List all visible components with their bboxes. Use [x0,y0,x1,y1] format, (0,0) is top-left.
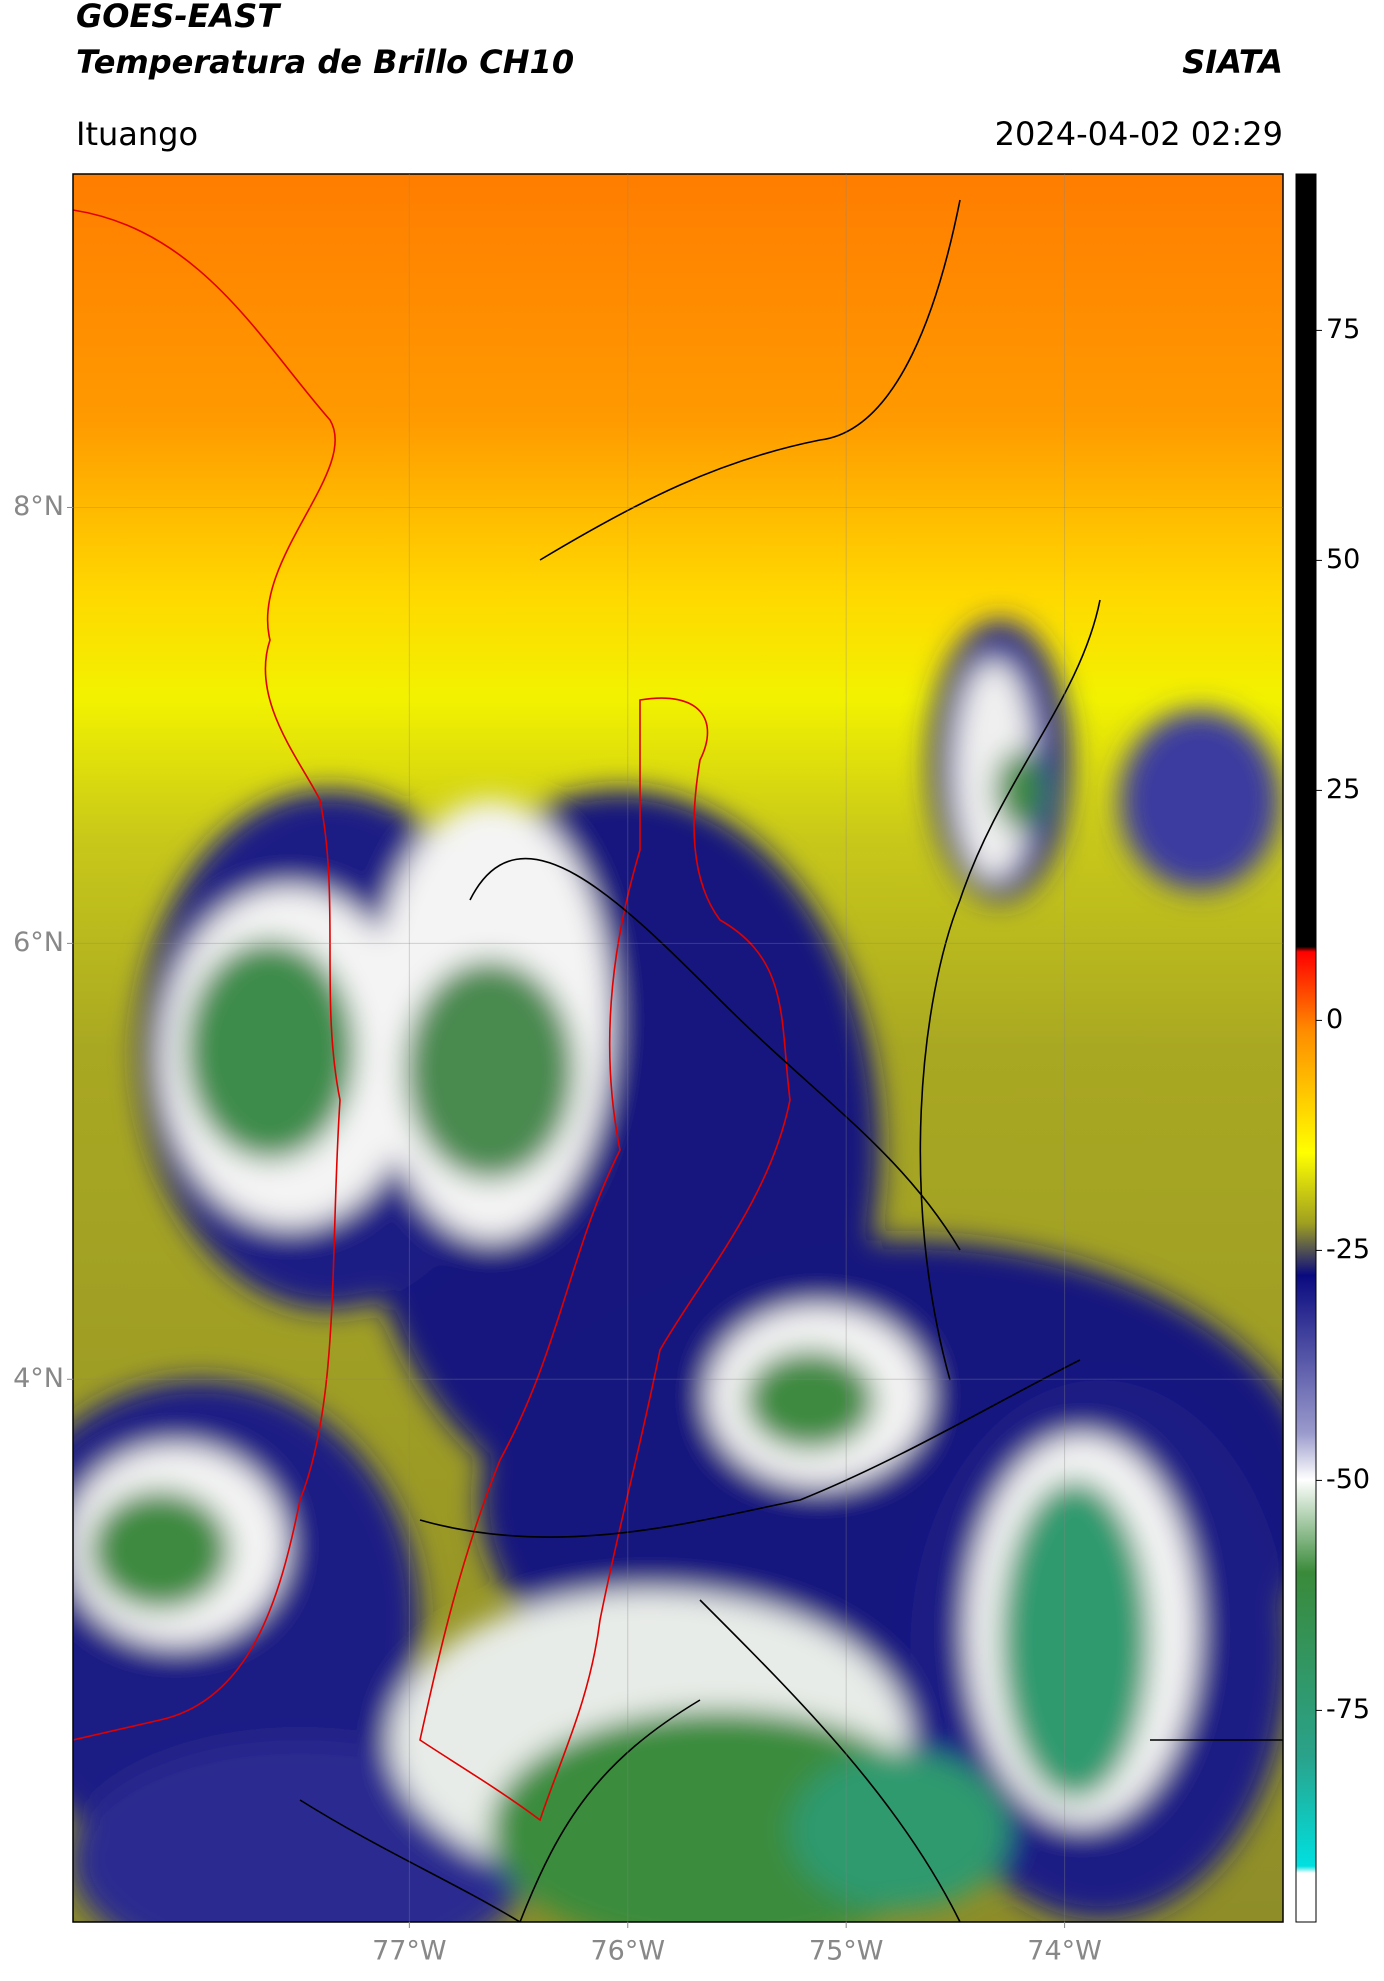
x-tick-label: 77°W [372,1936,447,1967]
x-tick-label: 75°W [809,1936,884,1967]
y-tick-label: 8°N [13,491,64,522]
colorbar-tick-label: 50 [1326,544,1360,575]
title: GOES-EAST [76,0,281,35]
colorbar-tick-label: 25 [1326,774,1360,805]
colorbar-tick-label: -50 [1326,1464,1370,1495]
map-frame [72,173,1284,1923]
map-image [73,174,1283,1922]
colorbar [1295,173,1317,1923]
region: Ituango [76,115,198,153]
colorbar-tick-label: 75 [1326,314,1360,345]
colorbar-tick-label: 0 [1326,1004,1343,1035]
y-tick-label: 4°N [13,1363,64,1394]
colorbar-tick-label: -25 [1326,1234,1370,1265]
x-tick-label: 74°W [1027,1936,1102,1967]
x-tick-label: 76°W [590,1936,665,1967]
colorbar-tick-label: -75 [1326,1694,1370,1725]
datetime: 2024-04-02 02:29 [995,115,1283,153]
y-tick-label: 6°N [13,927,64,958]
source: SIATA [1182,43,1283,81]
subtitle: Temperatura de Brillo CH10 [76,43,574,81]
